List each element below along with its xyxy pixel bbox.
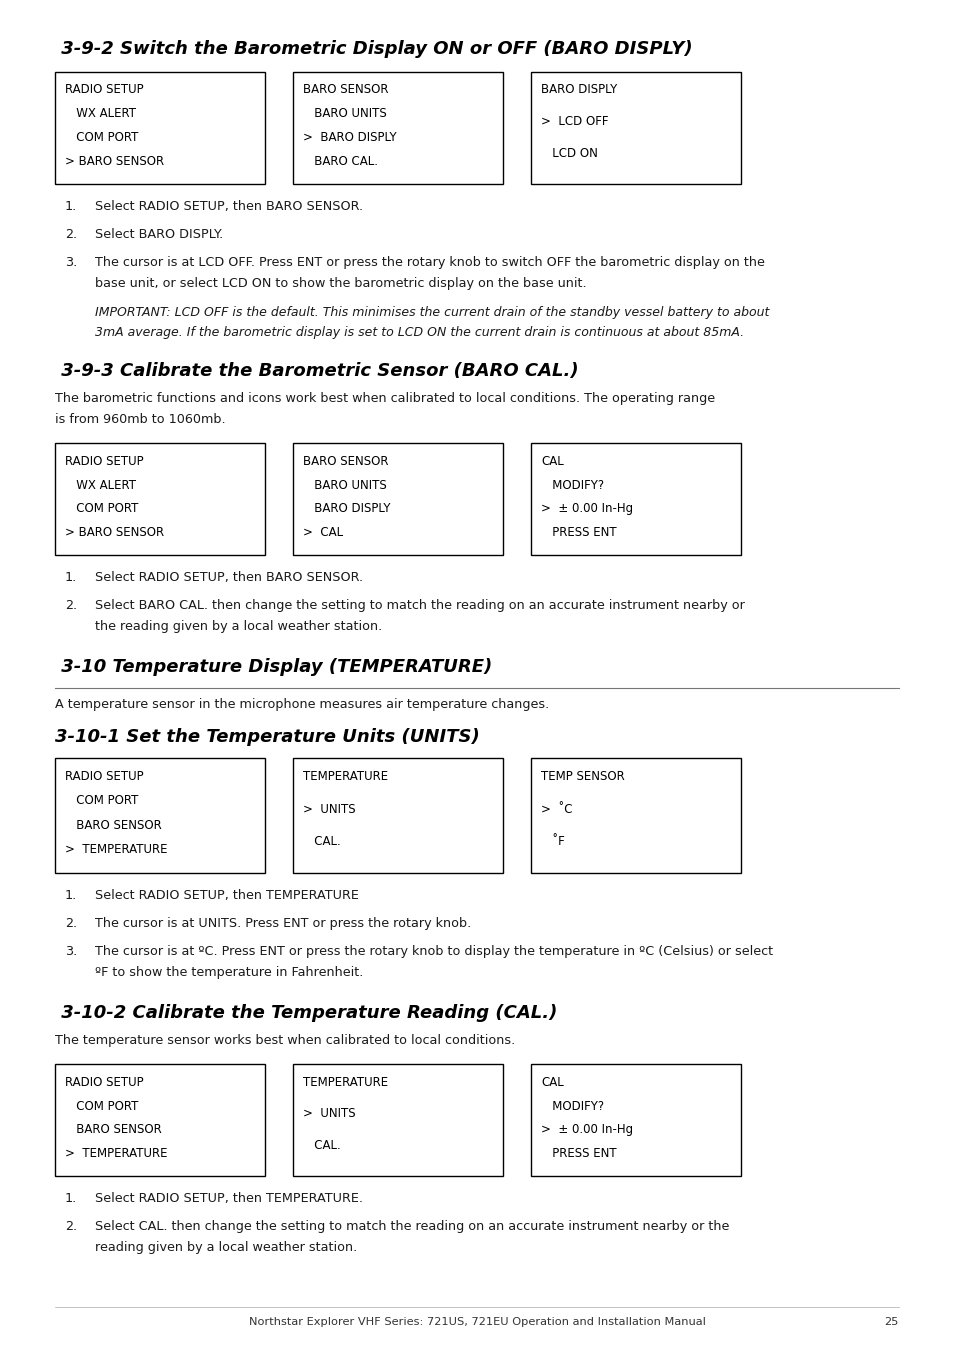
Text: CAL.: CAL.	[303, 1140, 340, 1152]
Text: BARO UNITS: BARO UNITS	[303, 478, 386, 492]
Text: BARO CAL.: BARO CAL.	[303, 155, 377, 167]
Text: COM PORT: COM PORT	[65, 795, 138, 807]
Text: is from 960mb to 1060mb.: is from 960mb to 1060mb.	[55, 414, 226, 426]
Bar	[531, 71, 740, 185]
Text: PRESS ENT: PRESS ENT	[540, 525, 616, 539]
Text: > BARO SENSOR: > BARO SENSOR	[65, 155, 164, 167]
Text: 3.: 3.	[65, 256, 77, 268]
Text: Select RADIO SETUP, then BARO SENSOR.: Select RADIO SETUP, then BARO SENSOR.	[95, 199, 363, 213]
Text: ºF to show the temperature in Fahrenheit.: ºF to show the temperature in Fahrenheit…	[95, 966, 363, 979]
Text: MODIFY?: MODIFY?	[540, 1099, 603, 1113]
Bar	[293, 1064, 502, 1176]
Bar	[293, 71, 502, 185]
Text: Select BARO CAL. then change the setting to match the reading on an accurate ins: Select BARO CAL. then change the setting…	[95, 599, 744, 612]
Text: 2.: 2.	[65, 599, 77, 612]
Text: Select RADIO SETUP, then TEMPERATURE.: Select RADIO SETUP, then TEMPERATURE.	[95, 1192, 363, 1206]
Text: >  TEMPERATURE: > TEMPERATURE	[65, 843, 168, 857]
Text: Select RADIO SETUP, then BARO SENSOR.: Select RADIO SETUP, then BARO SENSOR.	[95, 571, 363, 585]
Text: Select BARO DISPLY.: Select BARO DISPLY.	[95, 228, 223, 241]
Text: BARO UNITS: BARO UNITS	[303, 108, 386, 120]
Text: PRESS ENT: PRESS ENT	[540, 1146, 616, 1160]
Text: >  BARO DISPLY: > BARO DISPLY	[303, 131, 396, 144]
Text: 3mA average. If the barometric display is set to LCD ON the current drain is con: 3mA average. If the barometric display i…	[95, 326, 743, 339]
Text: The barometric functions and icons work best when calibrated to local conditions: The barometric functions and icons work …	[55, 392, 715, 405]
Text: BARO SENSOR: BARO SENSOR	[65, 819, 162, 832]
Text: WX ALERT: WX ALERT	[65, 478, 136, 492]
Text: CAL: CAL	[540, 1076, 563, 1088]
Text: 1.: 1.	[65, 1192, 77, 1206]
Bar	[531, 443, 740, 555]
Text: ˚F: ˚F	[540, 835, 564, 849]
Text: >  UNITS: > UNITS	[303, 803, 355, 815]
Text: COM PORT: COM PORT	[65, 131, 138, 144]
Text: Select RADIO SETUP, then TEMPERATURE: Select RADIO SETUP, then TEMPERATURE	[95, 889, 358, 902]
Text: COM PORT: COM PORT	[65, 1099, 138, 1113]
Bar	[293, 443, 502, 555]
Text: >  ˚C: > ˚C	[540, 803, 572, 815]
Text: RADIO SETUP: RADIO SETUP	[65, 84, 144, 97]
Text: The temperature sensor works best when calibrated to local conditions.: The temperature sensor works best when c…	[55, 1034, 515, 1047]
Text: TEMP SENSOR: TEMP SENSOR	[540, 770, 624, 783]
Text: 2.: 2.	[65, 917, 77, 931]
Text: base unit, or select LCD ON to show the barometric display on the base unit.: base unit, or select LCD ON to show the …	[95, 276, 586, 290]
Text: BARO DISPLY: BARO DISPLY	[303, 502, 390, 516]
Bar	[55, 1064, 265, 1176]
Text: >  LCD OFF: > LCD OFF	[540, 114, 608, 128]
Text: BARO SENSOR: BARO SENSOR	[303, 84, 388, 97]
Text: 2.: 2.	[65, 228, 77, 241]
Text: TEMPERATURE: TEMPERATURE	[303, 1076, 388, 1088]
Text: WX ALERT: WX ALERT	[65, 108, 136, 120]
Text: CAL: CAL	[540, 455, 563, 467]
Bar	[531, 758, 740, 873]
Text: RADIO SETUP: RADIO SETUP	[65, 770, 144, 783]
Text: >  CAL: > CAL	[303, 525, 343, 539]
Text: The cursor is at UNITS. Press ENT or press the rotary knob.: The cursor is at UNITS. Press ENT or pre…	[95, 917, 471, 931]
Text: reading given by a local weather station.: reading given by a local weather station…	[95, 1241, 356, 1254]
Text: COM PORT: COM PORT	[65, 502, 138, 516]
Bar	[55, 71, 265, 185]
Text: 3-10-1 Set the Temperature Units (UNITS): 3-10-1 Set the Temperature Units (UNITS)	[55, 729, 479, 746]
Text: 2.: 2.	[65, 1220, 77, 1234]
Text: 1.: 1.	[65, 571, 77, 585]
Text: BARO SENSOR: BARO SENSOR	[303, 455, 388, 467]
Bar	[293, 758, 502, 873]
Text: > BARO SENSOR: > BARO SENSOR	[65, 525, 164, 539]
Text: 3-9-2 Switch the Barometric Display ON or OFF (BARO DISPLY): 3-9-2 Switch the Barometric Display ON o…	[55, 40, 692, 58]
Text: Select CAL. then change the setting to match the reading on an accurate instrume: Select CAL. then change the setting to m…	[95, 1220, 729, 1234]
Text: 1.: 1.	[65, 199, 77, 213]
Text: 25: 25	[883, 1317, 898, 1327]
Text: 3.: 3.	[65, 946, 77, 958]
Text: >  TEMPERATURE: > TEMPERATURE	[65, 1146, 168, 1160]
Text: BARO SENSOR: BARO SENSOR	[65, 1123, 162, 1137]
Text: 3-10 Temperature Display (TEMPERATURE): 3-10 Temperature Display (TEMPERATURE)	[55, 657, 492, 676]
Text: LCD ON: LCD ON	[540, 147, 598, 160]
Text: IMPORTANT: LCD OFF is the default. This minimises the current drain of the stand: IMPORTANT: LCD OFF is the default. This …	[95, 306, 768, 319]
Text: RADIO SETUP: RADIO SETUP	[65, 455, 144, 467]
Text: the reading given by a local weather station.: the reading given by a local weather sta…	[95, 620, 382, 633]
Text: A temperature sensor in the microphone measures air temperature changes.: A temperature sensor in the microphone m…	[55, 698, 549, 711]
Text: >  ± 0.00 In-Hg: > ± 0.00 In-Hg	[540, 502, 633, 516]
Bar	[55, 443, 265, 555]
Bar	[531, 1064, 740, 1176]
Text: MODIFY?: MODIFY?	[540, 478, 603, 492]
Bar	[55, 758, 265, 873]
Text: >  ± 0.00 In-Hg: > ± 0.00 In-Hg	[540, 1123, 633, 1137]
Text: >  UNITS: > UNITS	[303, 1107, 355, 1121]
Text: CAL.: CAL.	[303, 835, 340, 849]
Text: Northstar Explorer VHF Series: 721US, 721EU Operation and Installation Manual: Northstar Explorer VHF Series: 721US, 72…	[249, 1317, 704, 1327]
Text: 3-9-3 Calibrate the Barometric Sensor (BARO CAL.): 3-9-3 Calibrate the Barometric Sensor (B…	[55, 362, 578, 380]
Text: RADIO SETUP: RADIO SETUP	[65, 1076, 144, 1088]
Text: TEMPERATURE: TEMPERATURE	[303, 770, 388, 783]
Text: The cursor is at ºC. Press ENT or press the rotary knob to display the temperatu: The cursor is at ºC. Press ENT or press …	[95, 946, 772, 958]
Text: 3-10-2 Calibrate the Temperature Reading (CAL.): 3-10-2 Calibrate the Temperature Reading…	[55, 1004, 557, 1022]
Text: The cursor is at LCD OFF. Press ENT or press the rotary knob to switch OFF the b: The cursor is at LCD OFF. Press ENT or p…	[95, 256, 764, 268]
Text: BARO DISPLY: BARO DISPLY	[540, 84, 617, 97]
Text: 1.: 1.	[65, 889, 77, 902]
